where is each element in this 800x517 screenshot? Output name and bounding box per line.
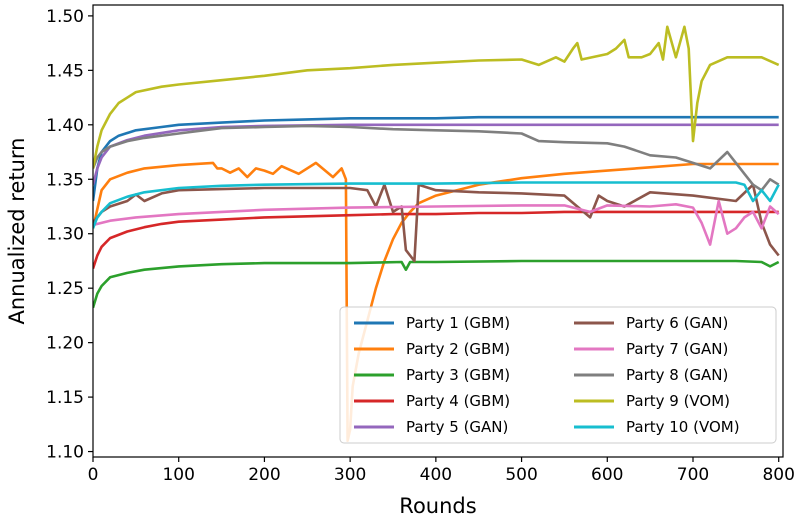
x-tick-label: 100 xyxy=(162,465,194,485)
x-tick-label: 200 xyxy=(248,465,280,485)
legend-label: Party 4 (GBM) xyxy=(406,392,510,410)
legend-item: Party 6 (GAN) xyxy=(574,314,728,332)
y-tick-label: 1.30 xyxy=(46,225,84,245)
x-axis-label: Rounds xyxy=(399,494,476,517)
legend-item: Party 3 (GBM) xyxy=(354,366,510,384)
legend-label: Party 1 (GBM) xyxy=(406,314,510,332)
y-tick-label: 1.35 xyxy=(46,170,84,190)
series-line-3 xyxy=(93,259,780,309)
series-line-8 xyxy=(93,124,780,192)
series-line-10 xyxy=(93,181,780,229)
series-line-1 xyxy=(93,115,779,202)
legend-item: Party 5 (GAN) xyxy=(354,418,508,436)
legend-label: Party 6 (GAN) xyxy=(626,314,728,332)
y-tick-label: 1.45 xyxy=(46,61,84,81)
x-tick-label: 600 xyxy=(591,465,623,485)
legend-item: Party 4 (GBM) xyxy=(354,392,510,410)
y-tick-label: 1.50 xyxy=(46,7,84,27)
series-line-9 xyxy=(93,25,780,169)
x-tick-label: 800 xyxy=(762,465,794,485)
y-tick-label: 1.20 xyxy=(46,334,84,354)
x-tick-label: 300 xyxy=(334,465,366,485)
y-tick-label: 1.40 xyxy=(46,116,84,136)
legend-item: Party 9 (VOM) xyxy=(574,392,730,410)
y-tick-label: 1.10 xyxy=(46,443,84,463)
legend-label: Party 2 (GBM) xyxy=(406,340,510,358)
y-tick-label: 1.15 xyxy=(46,388,84,408)
x-tick-label: 0 xyxy=(88,465,99,485)
legend-box xyxy=(339,306,777,444)
legend: Party 1 (GBM) Party 2 (GBM) Party 3 (GBM) P… xyxy=(339,306,777,444)
x-tick-label: 700 xyxy=(677,465,709,485)
series-line-4 xyxy=(93,210,779,270)
x-tick-label: 500 xyxy=(505,465,537,485)
legend-item: Party 7 (GAN) xyxy=(574,340,728,358)
y-axis-label: Annualized return xyxy=(5,138,29,325)
legend-label: Party 9 (VOM) xyxy=(626,392,730,410)
legend-label: Party 8 (GAN) xyxy=(626,366,728,384)
legend-label: Party 10 (VOM) xyxy=(626,418,740,436)
x-tick-label: 400 xyxy=(420,465,452,485)
series-line-7 xyxy=(93,199,780,246)
legend-item: Party 1 (GBM) xyxy=(354,314,510,332)
legend-label: Party 7 (GAN) xyxy=(626,340,728,358)
plot-frame xyxy=(92,4,784,458)
y-axis-ticks: 1.10 1.15 1.20 1.25 1.30 1.35 1.40 1.45 1.50 xyxy=(46,7,93,463)
series-layer xyxy=(93,25,780,443)
legend-item: Party 2 (GBM) xyxy=(354,340,510,358)
legend-item: Party 10 (VOM) xyxy=(574,418,740,436)
legend-item: Party 8 (GAN) xyxy=(574,366,728,384)
legend-label: Party 5 (GAN) xyxy=(406,418,508,436)
y-tick-label: 1.25 xyxy=(46,279,84,299)
legend-label: Party 3 (GBM) xyxy=(406,366,510,384)
x-axis-ticks: 0 100 200 300 400 500 600 700 800 xyxy=(88,457,795,485)
series-line-6 xyxy=(93,183,780,263)
